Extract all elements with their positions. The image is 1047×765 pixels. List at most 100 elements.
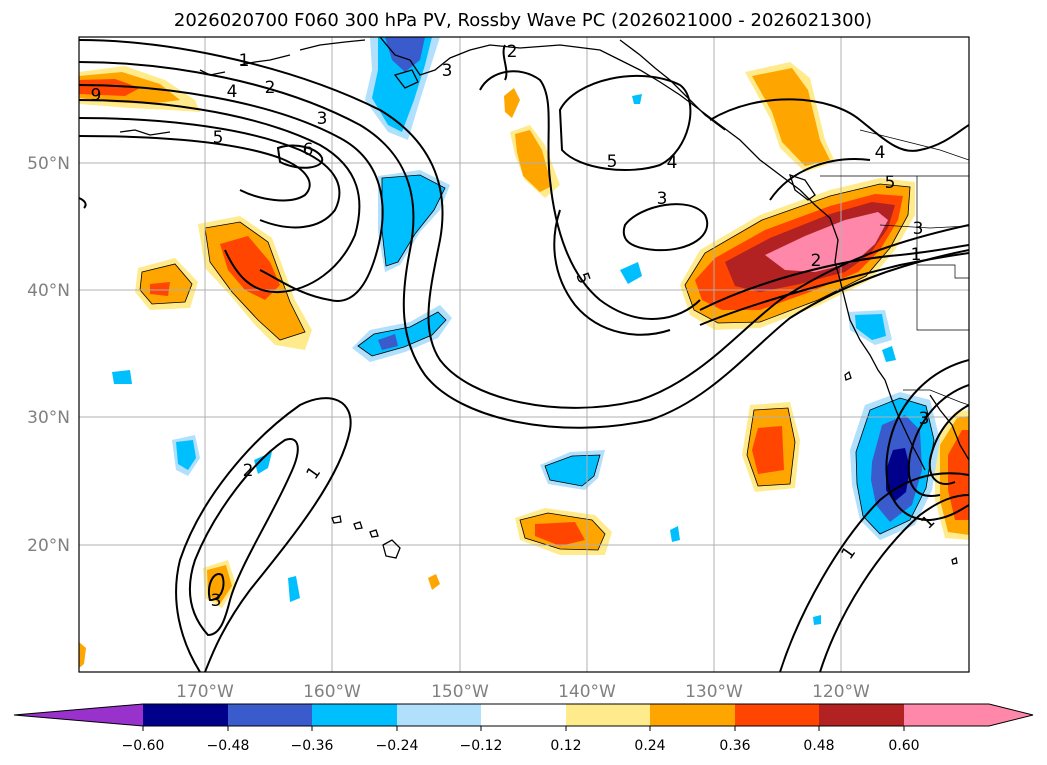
- colorbar-bin-8: [650, 704, 735, 726]
- neg-anomaly-164w-26n: [254, 452, 272, 474]
- colorbar-bin-5: [397, 704, 481, 726]
- outline-165w-45n: [204, 221, 306, 341]
- contour-closed-3: [622, 203, 708, 252]
- graticule: [79, 37, 969, 672]
- contour-label-11: 4: [667, 153, 678, 173]
- contour-closed-6: [276, 144, 324, 169]
- neg-anomaly-121w-14n: [813, 615, 821, 625]
- coastline-hawaii-maui: [369, 529, 379, 538]
- neg-anomaly-142w-26n-core: [545, 455, 600, 486]
- pos-anomaly-127w-27n-core: [752, 426, 784, 474]
- pos-anomaly-168w-17n-core: [207, 565, 232, 604]
- colorbar-label-5: −0.12: [460, 738, 503, 754]
- neg-anomaly-136w-41n: [620, 262, 642, 284]
- lon-label-120w: 120°W: [812, 682, 870, 702]
- contour-ridge-4: [79, 99, 361, 294]
- contour-jet-1: [699, 244, 969, 311]
- contour-label-1: 1: [239, 51, 250, 71]
- contour-trough-east-1: [885, 359, 969, 522]
- pos-anomaly-main-42n-peak: [765, 212, 888, 272]
- contour-ridge-east-4: [709, 98, 969, 152]
- contour-label-23: 3: [919, 409, 930, 429]
- colorbar: −0.60 −0.48 −0.36 −0.24 −0.12 0.12 0.24 …: [13, 703, 1034, 754]
- coastline-hawaii-oahu: [353, 521, 363, 530]
- lat-label-20n: 20°N: [27, 536, 70, 556]
- contour-label-16: 3: [913, 219, 924, 239]
- contour-label-15: 5: [885, 173, 896, 193]
- outline-157w-36n: [357, 311, 447, 357]
- colorbar-arrow-left: [14, 704, 143, 726]
- latitude-labels: 50°N 40°N 30°N 20°N: [27, 154, 70, 556]
- neg-anomaly-136w-56n: [632, 94, 642, 104]
- contour-label-7: 6: [91, 83, 102, 103]
- pos-anomaly-147w-55n: [504, 88, 520, 118]
- contour-label-2: 2: [265, 78, 276, 98]
- contour-sub-1: [175, 397, 352, 672]
- lon-label-130w: 130°W: [685, 682, 743, 702]
- colorbar-label-7: 0.24: [634, 738, 665, 754]
- contour-label-5: 5: [213, 128, 224, 148]
- colorbar-bin-6: [481, 704, 566, 726]
- outline-140w-22n: [519, 512, 606, 551]
- neg-anomaly-175w-33n: [112, 370, 132, 384]
- lat-label-40n: 40°N: [27, 281, 70, 301]
- colorbar-bin-3: [228, 704, 312, 726]
- map-area: 1 2 4 3 5 6 6 3 2 5 4 3 5 4 5 3 2 1 2 1 …: [79, 37, 969, 672]
- contour-label-17: 2: [811, 251, 822, 271]
- contour-sub-3: [208, 573, 225, 602]
- negative-anomaly-shading: [112, 37, 940, 625]
- outline-127w-27n: [746, 407, 796, 487]
- pos-anomaly-173w-40n-core: [150, 282, 170, 296]
- coastline-aleutian-4: [299, 39, 366, 51]
- contour-ridge-2: [79, 61, 969, 429]
- neg-anomaly-157w-36n-peak: [378, 334, 398, 350]
- lon-label-170w: 170°W: [176, 682, 234, 702]
- contour-label-19: 2: [243, 461, 254, 481]
- pos-anomaly-152w-17n: [428, 574, 440, 590]
- coastline-revillagigedo: [951, 557, 958, 565]
- contour-ridge-5: [79, 117, 341, 229]
- contour-ridge-6: [79, 135, 311, 202]
- coastline-alaska-panhandle: [379, 37, 801, 191]
- contour-trough-inner: [553, 209, 671, 336]
- colorbar-label-3: −0.36: [291, 738, 334, 754]
- colorbar-label-6: 0.12: [550, 738, 581, 754]
- coastline-aleutian-3: [119, 129, 171, 136]
- contour-label-6: 6: [303, 140, 314, 160]
- coastline-guadalupe: [844, 370, 852, 381]
- colorbar-bin-11: [904, 704, 989, 726]
- coastline-aleutian-2: [239, 54, 291, 66]
- border-ca-nv: [916, 265, 969, 331]
- contour-trough-5: [479, 70, 701, 320]
- colorbar-bin-2: [143, 704, 228, 726]
- colorbar-label-9: 0.48: [803, 738, 834, 754]
- contour-trough-4: [502, 44, 508, 81]
- colorbar-bin-4: [312, 704, 397, 726]
- contour-ridge-3: [79, 84, 384, 302]
- contour-label-21: 3: [211, 591, 222, 611]
- contour-jet-2: [699, 252, 969, 326]
- map-frame: [78, 36, 970, 673]
- pos-anomaly-140w-22n-core: [535, 522, 585, 546]
- pos-anomaly-sw-corner: [79, 642, 86, 668]
- neg-anomaly-133w-21n: [670, 526, 680, 542]
- colorbar-label-10: 0.60: [888, 738, 919, 754]
- outline-154w-47n: [381, 174, 446, 267]
- contour-ridge-1: [79, 39, 969, 409]
- coastline-vancouver-island: [788, 173, 816, 201]
- contour-nw-edge: [79, 197, 87, 209]
- neg-anomaly-162w-18n: [288, 576, 300, 602]
- pos-anomaly-coast-55n-core: [752, 68, 830, 166]
- longitude-labels: 170°W 160°W 150°W 140°W 130°W 120°W: [176, 682, 870, 702]
- pos-anomaly-nw-corner-peak: [79, 79, 140, 96]
- contour-trough-east-3: [928, 404, 969, 485]
- colorbar-bin-9: [735, 704, 819, 726]
- neg-anomaly-120w-37n-core: [855, 314, 886, 340]
- contour-label-12: 3: [657, 189, 668, 209]
- pos-anomaly-165w-45n-core: [220, 236, 280, 300]
- neg-anomaly-153w-57n-core: [385, 37, 425, 72]
- contour-southeast-1: [779, 472, 969, 672]
- contour-label-8: 3: [442, 61, 453, 81]
- border-wa-or: [879, 224, 969, 229]
- contour-label-10: 5: [607, 152, 618, 172]
